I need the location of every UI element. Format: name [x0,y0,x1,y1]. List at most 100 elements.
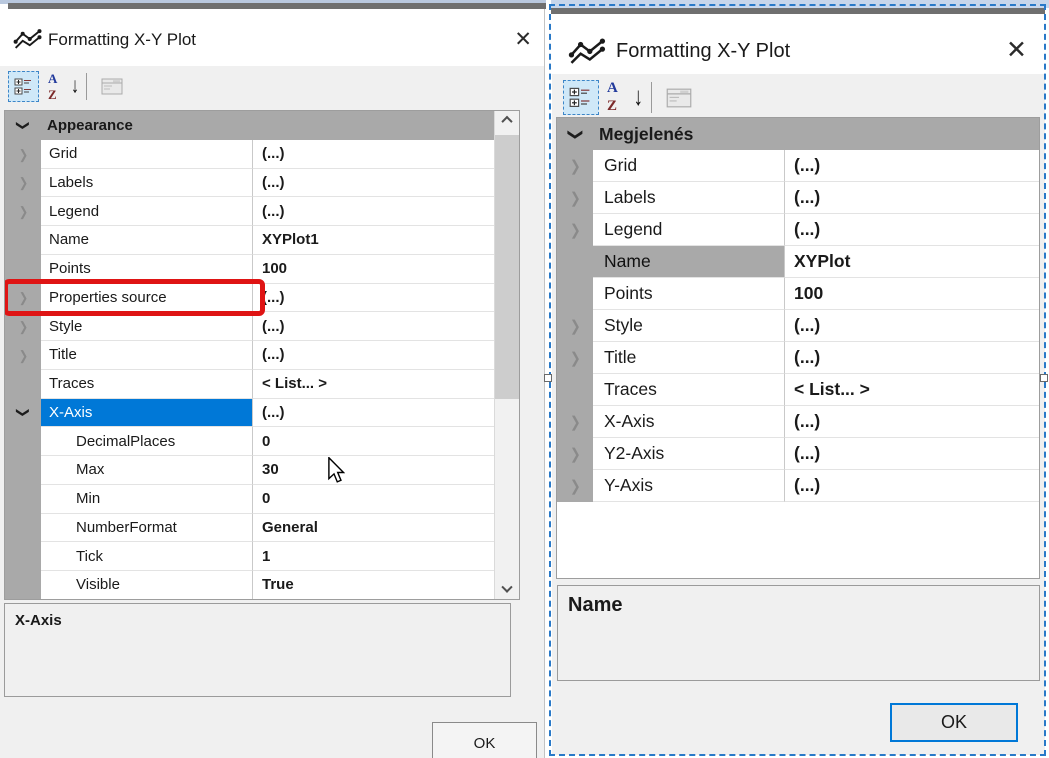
property-name-cell[interactable]: Title [41,341,253,370]
property-row[interactable]: Name XYPlot1 [5,226,494,255]
selection-handle-right[interactable] [1040,374,1048,382]
property-value-cell[interactable]: (...) [785,182,1039,214]
chevron-down-icon[interactable]: ❯ [566,127,584,141]
property-name-cell[interactable]: DecimalPlaces [41,427,253,456]
property-value-cell[interactable]: < List... > [785,374,1039,406]
property-name-cell[interactable]: Traces [593,374,785,406]
property-name-cell[interactable]: Tick [41,542,253,571]
property-name-cell[interactable]: Style [593,310,785,342]
property-name-cell[interactable]: Style [41,312,253,341]
property-row[interactable]: Traces < List... > [5,369,494,399]
property-value-cell[interactable]: (...) [785,406,1039,438]
property-row[interactable]: Traces < List... > [557,374,1039,406]
property-name-cell[interactable]: Name [41,226,253,255]
category-row[interactable]: ❯ Megjelenés [557,118,1039,150]
chevron-right-icon[interactable]: ❯ [569,317,581,335]
property-name-cell[interactable]: Grid [41,139,253,169]
property-value-cell[interactable]: 1 [253,542,494,571]
chevron-right-icon[interactable]: ❯ [18,204,28,220]
close-icon[interactable]: ✕ [514,28,532,51]
property-value-cell[interactable]: (...) [253,398,494,428]
property-name-cell[interactable]: Legend [41,197,253,226]
chevron-right-icon[interactable]: ❯ [569,413,581,431]
chevron-down-icon[interactable]: ❯ [15,119,31,131]
property-value-cell[interactable]: 100 [253,254,494,284]
property-row[interactable]: Visible True [5,571,494,599]
chevron-right-icon[interactable]: ❯ [569,157,581,175]
property-name-cell[interactable]: Points [593,278,785,310]
chevron-right-icon[interactable]: ❯ [569,477,581,495]
property-name-cell[interactable]: X-Axis [41,398,253,428]
property-name-cell[interactable]: Y-Axis [593,470,785,502]
property-row[interactable]: ❯ Y2-Axis (...) [557,438,1039,470]
property-value-cell[interactable]: True [253,571,494,599]
property-row[interactable]: DecimalPlaces 0 [5,427,494,456]
property-row[interactable]: ❯ Legend (...) [5,197,494,226]
property-row[interactable]: ❯ Labels (...) [557,182,1039,214]
property-value-cell[interactable]: 30 [253,456,494,485]
property-row[interactable]: ❯ Title (...) [5,341,494,370]
property-row[interactable]: Name XYPlot [557,246,1039,278]
chevron-right-icon[interactable]: ❯ [18,319,28,335]
selection-handle-left[interactable] [544,374,552,382]
property-name-cell[interactable]: Title [593,342,785,374]
property-value-cell[interactable]: XYPlot [785,246,1039,278]
property-value-cell[interactable]: 0 [253,484,494,514]
property-name-cell[interactable]: Traces [41,369,253,399]
property-value-cell[interactable]: XYPlot1 [253,226,494,255]
property-value-cell[interactable]: (...) [253,283,494,313]
scrollbar-thumb[interactable] [495,135,519,399]
chevron-down-icon[interactable]: ❯ [15,407,31,419]
property-row[interactable]: ❯ Y-Axis (...) [557,470,1039,502]
property-name-cell[interactable]: Labels [593,182,785,214]
property-row[interactable]: ❯ Legend (...) [557,214,1039,246]
property-row[interactable]: ❯ X-Axis (...) [557,406,1039,438]
property-name-cell[interactable]: Grid [593,150,785,182]
chevron-right-icon[interactable]: ❯ [569,189,581,207]
property-name-cell[interactable]: Max [41,456,253,485]
chevron-right-icon[interactable]: ❯ [18,146,28,162]
property-row[interactable]: ❯ Grid (...) [5,139,494,169]
property-name-cell[interactable]: Min [41,484,253,514]
chevron-right-icon[interactable]: ❯ [569,349,581,367]
property-name-cell[interactable]: X-Axis [593,406,785,438]
property-row[interactable]: Points 100 [5,254,494,284]
alphabetical-sort-button[interactable]: A Z ↓ [603,80,645,115]
property-row[interactable]: ❯ Grid (...) [557,150,1039,182]
property-row[interactable]: ❯ Title (...) [557,342,1039,374]
ok-button[interactable]: OK [890,703,1018,742]
property-value-cell[interactable]: (...) [253,312,494,341]
chevron-right-icon[interactable]: ❯ [569,445,581,463]
property-row[interactable]: Tick 1 [5,542,494,571]
property-name-cell[interactable]: Points [41,254,253,284]
property-row[interactable]: ❯ Labels (...) [5,168,494,198]
property-row[interactable]: Min 0 [5,484,494,514]
property-name-cell[interactable]: Properties source [41,283,253,313]
property-value-cell[interactable]: (...) [253,168,494,198]
chevron-right-icon[interactable]: ❯ [18,175,28,191]
property-name-cell[interactable]: Y2-Axis [593,438,785,470]
property-row[interactable]: Points 100 [557,278,1039,310]
chevron-right-icon[interactable]: ❯ [18,290,28,306]
property-row[interactable]: NumberFormat General [5,513,494,543]
property-value-cell[interactable]: (...) [253,197,494,226]
property-value-cell[interactable]: (...) [785,438,1039,470]
close-icon[interactable]: ✕ [1006,36,1027,64]
vertical-scrollbar[interactable] [494,111,519,599]
property-value-cell[interactable]: (...) [785,150,1039,182]
property-row[interactable]: ❯ X-Axis (...) [5,398,494,428]
property-row[interactable]: Max 30 [5,456,494,485]
property-value-cell[interactable]: < List... > [253,369,494,399]
property-value-cell[interactable]: (...) [253,341,494,370]
scroll-down-arrow-icon[interactable] [495,581,519,599]
property-row[interactable]: ❯ Style (...) [557,310,1039,342]
property-row[interactable]: ❯ Properties source (...) [5,283,494,313]
property-value-cell[interactable]: General [253,513,494,543]
property-value-cell[interactable]: 100 [785,278,1039,310]
property-value-cell[interactable]: (...) [785,310,1039,342]
categorized-view-button[interactable] [563,80,599,115]
alphabetical-sort-button[interactable]: A Z ↓ [44,71,81,102]
property-value-cell[interactable]: (...) [785,214,1039,246]
property-name-cell[interactable]: Legend [593,214,785,246]
property-value-cell[interactable]: (...) [785,470,1039,502]
